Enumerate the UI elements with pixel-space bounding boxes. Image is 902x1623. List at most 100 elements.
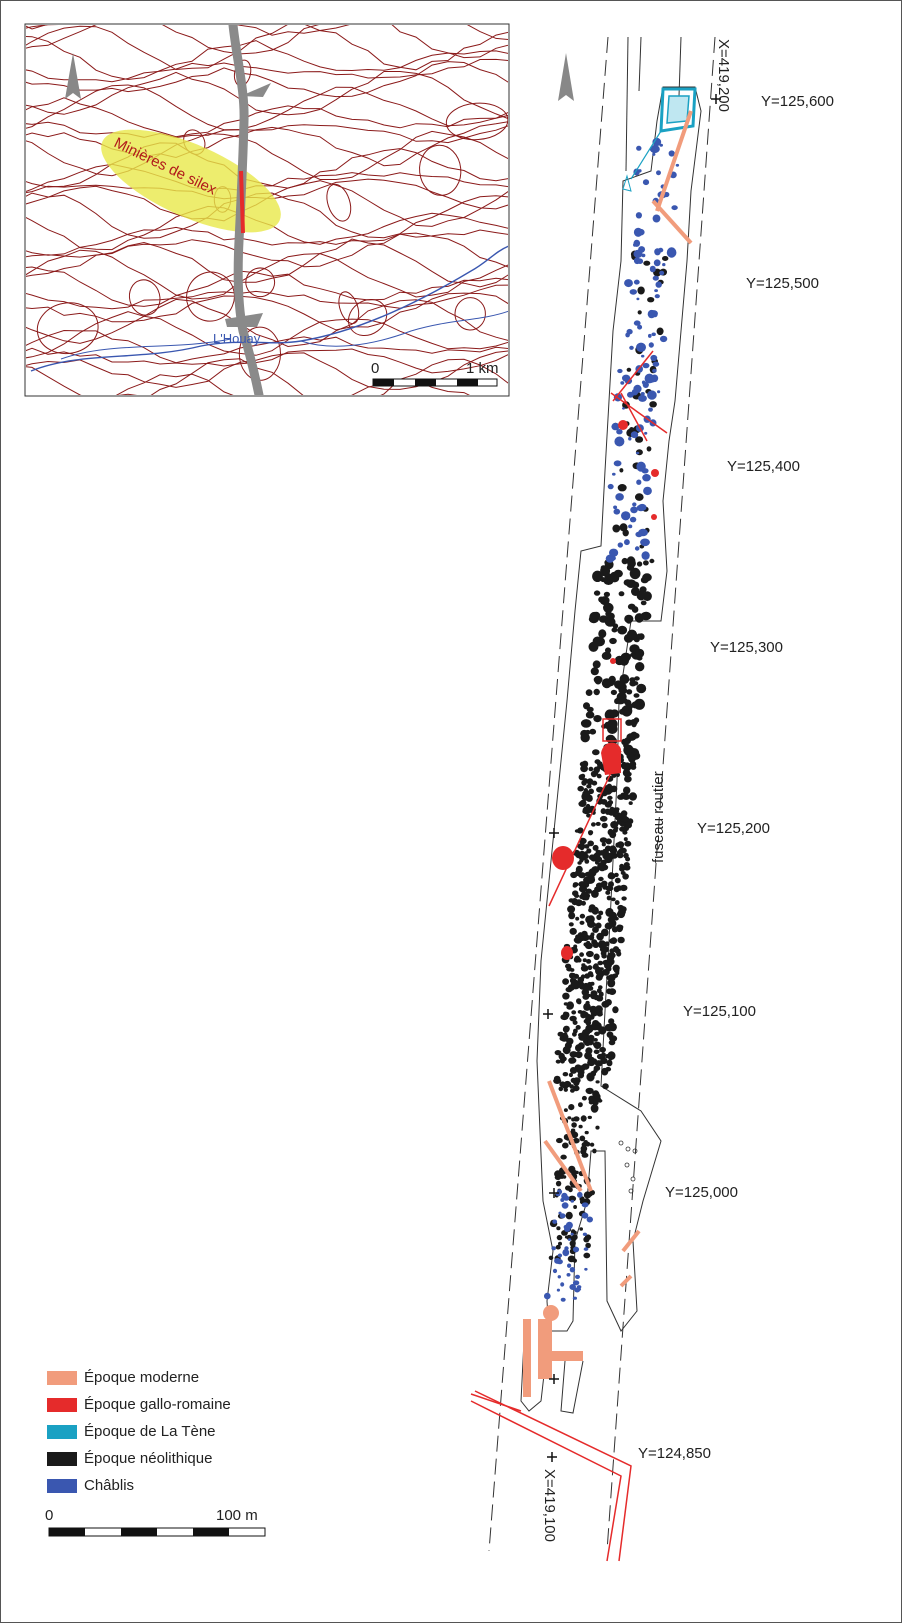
neolithic-pit: [623, 852, 629, 859]
neolithic-pit: [579, 850, 585, 855]
neolithic-pit: [605, 999, 612, 1006]
neolithic-pit: [618, 686, 628, 695]
neolithic-pit: [579, 920, 585, 925]
neolithic-pit: [591, 889, 599, 898]
neolithic-pit: [601, 842, 606, 847]
neolithic-pit: [568, 1195, 577, 1202]
neolithic-pit: [619, 674, 630, 685]
chablis-feature: [557, 1253, 563, 1258]
chablis-feature: [613, 505, 618, 510]
neolithic-pit: [636, 561, 643, 567]
legend-swatch-neolithique: [47, 1451, 77, 1466]
neolithic-pit: [596, 773, 602, 779]
neolithic-pit: [605, 890, 611, 895]
neolithic-pit: [620, 652, 632, 662]
neolithic-pit: [602, 1083, 609, 1090]
chablis-feature: [643, 486, 652, 496]
neolithic-pit: [568, 911, 576, 920]
contour-line: [26, 298, 508, 348]
chablis-feature: [652, 214, 661, 223]
neolithic-pit: [612, 946, 620, 953]
neolithic-pit: [610, 571, 618, 579]
neolithic-pit: [600, 565, 611, 577]
river-line: [30, 245, 508, 372]
neolithic-pit: [583, 876, 592, 884]
neolithic-pit: [616, 812, 622, 819]
road-interchange: [225, 313, 263, 327]
legend-label: Époque moderne: [84, 1369, 200, 1386]
neolithic-pit: [565, 1211, 573, 1220]
neolithic-pit: [598, 596, 605, 603]
neolithic-pit: [592, 749, 600, 756]
neolithic-pit: [624, 840, 632, 847]
neolithic-pit: [631, 633, 637, 640]
neolithic-pit: [580, 1115, 587, 1122]
y-coord-125100: Y=125,100: [683, 1003, 756, 1020]
road-edge-lines: [625, 36, 682, 172]
neolithic-pit: [617, 904, 625, 911]
chablis-feature: [636, 504, 646, 512]
chablis-feature: [630, 506, 638, 514]
neolithic-pit: [610, 821, 619, 829]
neolithic-pit: [585, 1242, 591, 1249]
neolithic-pit: [586, 778, 594, 786]
neolithic-pit: [598, 864, 606, 872]
neolithic-pit: [568, 1104, 575, 1111]
neolithic-pit: [573, 1028, 578, 1034]
chablis-feature: [570, 1199, 575, 1203]
contour-line: [26, 121, 508, 167]
neolithic-pit: [608, 1022, 617, 1032]
neolithic-pit: [605, 1066, 612, 1072]
neolithic-pit: [640, 600, 647, 606]
neolithic-pit: [609, 919, 617, 928]
neolithic-pit: [588, 830, 593, 836]
neolithic-pit: [632, 581, 640, 589]
neolithic-pit: [580, 1149, 587, 1155]
chablis-feature: [648, 407, 653, 412]
neolithic-pit: [592, 1020, 600, 1026]
neolithic-pit: [556, 1226, 561, 1231]
neolithic-pit: [571, 1010, 577, 1015]
neolithic-pit: [594, 677, 602, 685]
chablis-feature: [627, 391, 634, 398]
neolithic-pit: [557, 1031, 564, 1037]
chablis-feature: [633, 168, 640, 176]
neolithic-pit: [588, 615, 599, 624]
neolithic-pit: [593, 1049, 600, 1055]
chablis-feature: [640, 538, 650, 547]
contour-line: [26, 84, 508, 131]
neolithic-pit: [592, 1148, 597, 1154]
chablis-feature: [652, 137, 662, 147]
neolithic-pit: [583, 895, 590, 901]
y-coord-125000: Y=125,000: [665, 1184, 738, 1201]
neolithic-pit: [599, 837, 608, 843]
main-site-plan: Y=125,600 Y=125,500 Y=125,400 Y=125,300 …: [45, 36, 834, 1562]
neolithic-pit: [579, 952, 584, 957]
neolithic-pit: [631, 606, 639, 613]
neolithic-pit: [623, 786, 631, 795]
neolithic-pit: [609, 911, 617, 921]
chablis-feature: [629, 345, 634, 350]
chablis-feature: [641, 397, 646, 401]
neolithic-pit: [608, 881, 614, 888]
chablis-feature: [641, 354, 645, 358]
neolithic-pit: [607, 612, 615, 620]
chablis-feature: [633, 227, 643, 237]
neolithic-pit: [593, 1042, 600, 1047]
neolithic-pit: [595, 974, 603, 981]
chablis-feature: [634, 546, 640, 551]
neolithic-pit: [601, 880, 608, 887]
neolithic-pit: [599, 1046, 606, 1053]
chablis-feature: [652, 152, 656, 156]
main-scale-bar: 0 100 m: [45, 1507, 266, 1537]
chablis-feature: [649, 310, 658, 318]
neolithic-pit: [643, 260, 651, 266]
chablis-feature: [572, 1246, 580, 1253]
contour-line: [26, 292, 508, 331]
neolithic-pit: [562, 1025, 570, 1033]
neolithic-pit: [563, 1080, 572, 1088]
neolithic-pit: [601, 928, 609, 937]
neolithic-pit: [594, 1005, 603, 1014]
y-coord-125600: Y=125,600: [761, 93, 834, 110]
legend-item-moderne: Époque moderne: [47, 1364, 231, 1391]
